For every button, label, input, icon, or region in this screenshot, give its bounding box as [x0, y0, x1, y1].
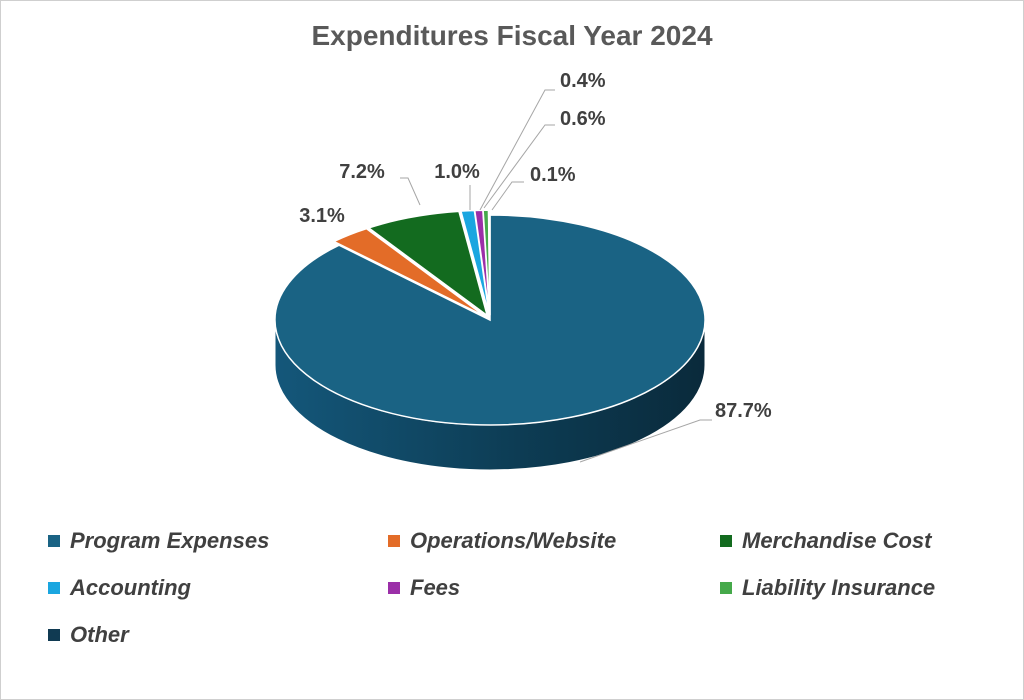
leader-lines [400, 89, 712, 463]
data-label: 3.1% [299, 205, 345, 227]
data-label: 0.4% [560, 70, 606, 92]
pie-slice-merchandise-cost [367, 210, 489, 318]
pie-slice-program-expenses [274, 214, 706, 426]
leader-line [479, 89, 555, 211]
leader-line [491, 181, 524, 211]
pie-top-layer [274, 209, 706, 426]
data-label: 87.7% [715, 400, 772, 422]
data-label: 1.0% [434, 161, 480, 183]
data-label: 7.2% [339, 161, 385, 183]
data-label: 0.1% [530, 164, 576, 186]
pie-slice-other [487, 209, 491, 316]
data-label: 0.6% [560, 108, 606, 130]
chart-title: Expenditures Fiscal Year 2024 [311, 20, 713, 51]
pie-slice-operations-website [332, 227, 486, 317]
leader-line [579, 419, 712, 463]
data-labels: 87.7% 3.1% 7.2% 1.0% 0.6% 0.4% 0.1% [299, 70, 772, 422]
leader-line [483, 124, 555, 209]
leader-line [400, 177, 421, 206]
